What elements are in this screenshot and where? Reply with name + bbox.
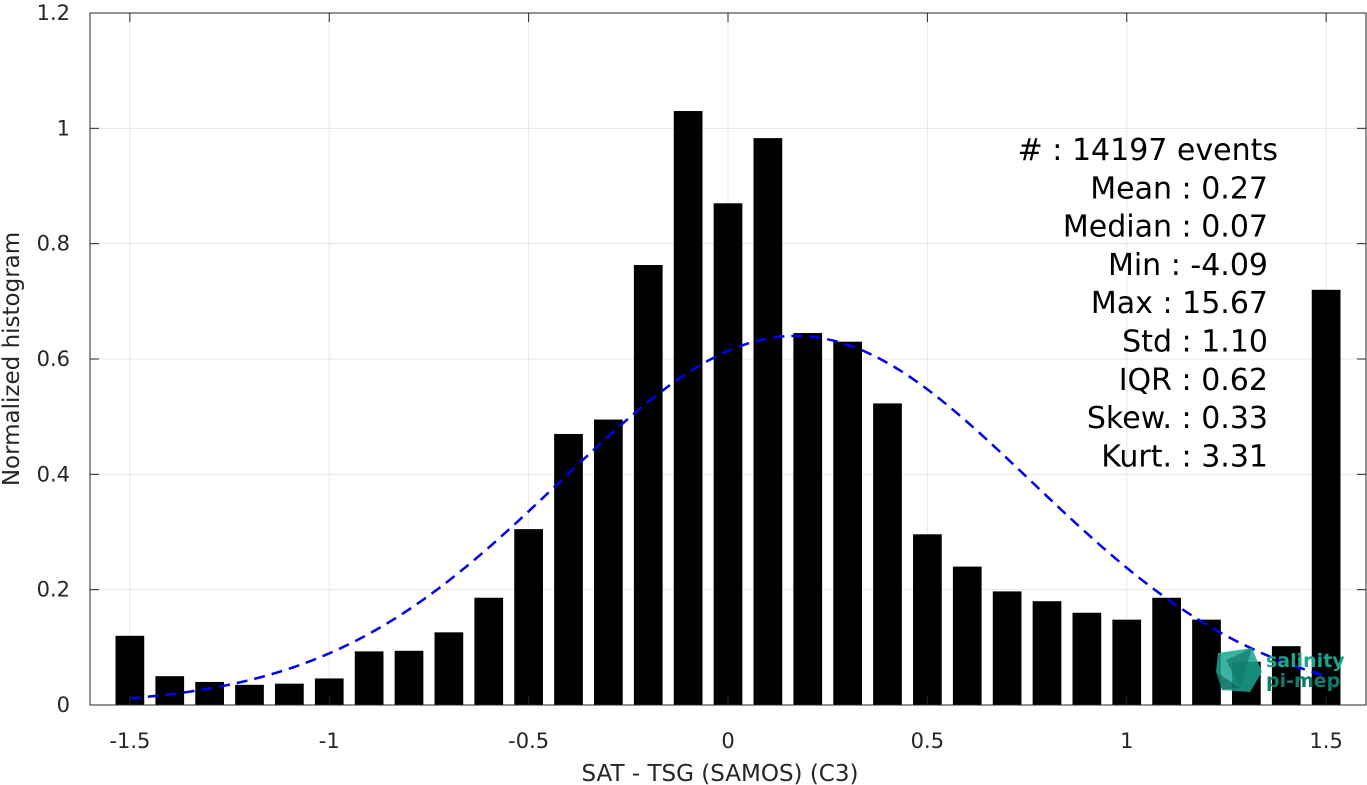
logo-text-salinity: salinity [1266,650,1345,672]
stat-line: Mean : 0.27 [1090,171,1268,206]
plot-axes [89,12,1367,706]
stat-line: Min : -4.09 [1108,248,1268,283]
histogram-bars [115,111,1341,706]
stat-line: # : 14197 events [1018,133,1278,168]
histogram-bar [1032,601,1062,705]
histogram-bar [913,534,942,705]
histogram-bar [713,203,743,706]
histogram-bar [833,341,862,705]
histogram-bar [1311,289,1341,705]
histogram-bar [753,138,783,706]
y-tick-label: 1 [57,116,70,140]
x-tick-label: -0.5 [508,729,549,753]
y-tick-label: 1.2 [37,1,70,25]
stat-line: Skew. : 0.33 [1087,401,1268,436]
histogram-bar [235,684,264,705]
x-tick-label: 1 [1120,729,1133,753]
normal-fit-curve [129,334,1327,700]
histogram-bar [1271,646,1301,705]
histogram-bar [514,529,543,705]
stat-line: IQR : 0.62 [1119,363,1268,398]
x-tick-label: 0 [721,729,734,753]
histogram-bar [354,651,384,705]
histogram-bar [673,111,703,706]
y-tick-label: 0 [57,693,70,717]
logo-mark-icon [1216,648,1262,692]
histogram-bar [394,650,424,705]
logo-text-pimep: pi-mep [1266,670,1340,692]
stat-line: Max : 15.67 [1091,286,1268,321]
histogram-bar [1112,619,1142,705]
x-tick-label: -1.5 [109,729,150,753]
y-axis-title: Normalized histogram [0,232,25,486]
histogram-bar [434,632,464,705]
x-tick-label: 1.5 [1309,729,1342,753]
histogram-bar [554,433,583,705]
stat-line: Kurt. : 3.31 [1101,439,1268,474]
histogram-bar [195,681,224,705]
salinity-pimep-logo: salinity pi-mep [1216,648,1345,692]
y-tick-label: 0.6 [37,347,70,371]
histogram-bar [873,403,902,705]
histogram-bar [1152,597,1181,705]
histogram-bar [115,635,145,705]
histogram-bar [1072,612,1102,705]
x-axis-title: SAT - TSG (SAMOS) (C3) [582,761,859,785]
y-tick-label: 0.4 [37,462,70,486]
tick-labels: -1.5 -1 -0.5 0 0.5 1 1.5 0 0.2 0.4 0.6 0.8 1 1.2 [37,1,1343,753]
histogram-bar [275,683,304,705]
histogram-bar [155,676,185,705]
histogram-bar [633,265,663,705]
stat-line: Median : 0.07 [1063,210,1268,245]
histogram-bar [474,597,504,705]
histogram-bar [594,419,623,705]
y-tick-label: 0.8 [37,232,70,256]
histogram-bar [793,333,823,705]
y-tick-label: 0.2 [37,578,70,602]
histogram-bar [1192,619,1221,705]
histogram-bar [992,591,1022,705]
histogram-bar [952,566,982,705]
x-tick-label: 0.5 [911,729,944,753]
stat-line: Std : 1.10 [1122,325,1268,360]
x-tick-label: -1 [319,729,340,753]
